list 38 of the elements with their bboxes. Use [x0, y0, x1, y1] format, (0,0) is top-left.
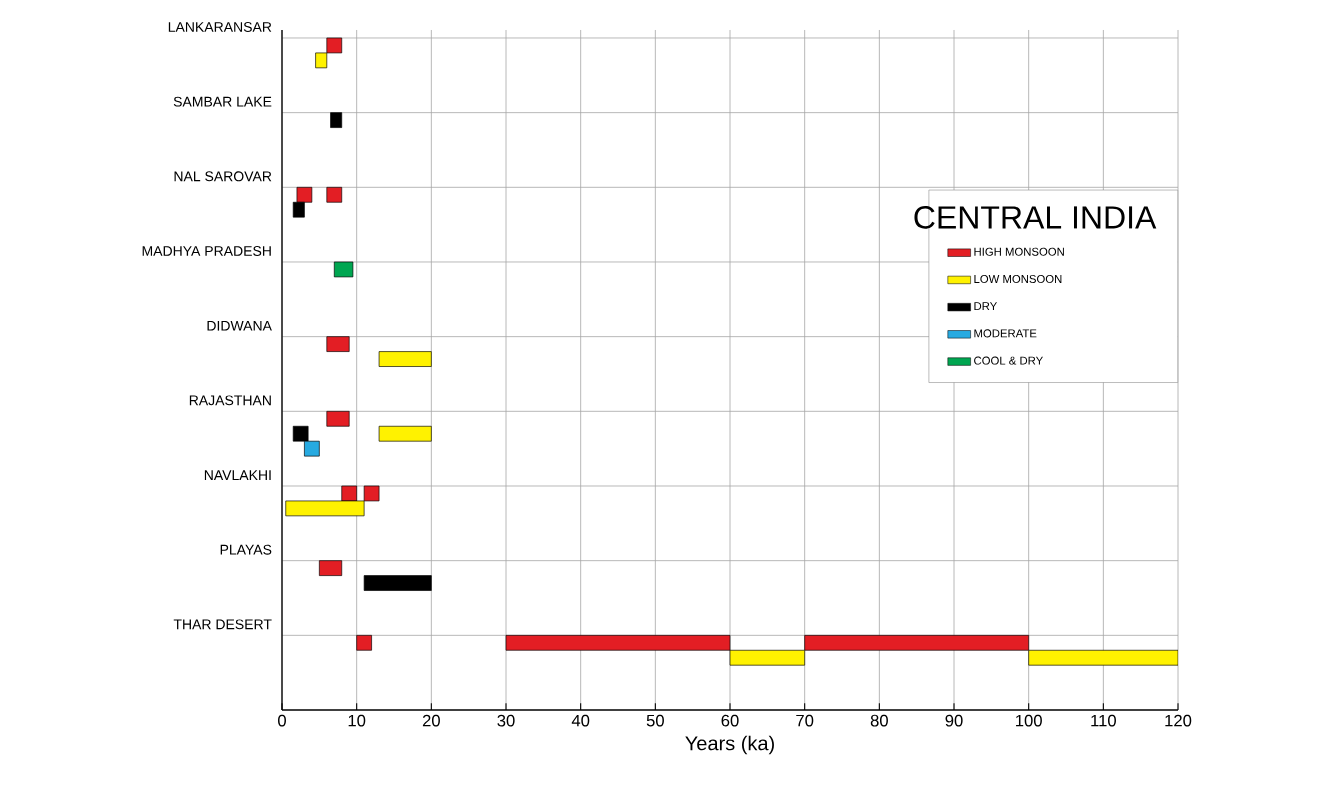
- x-axis-title: Years (ka): [685, 735, 774, 755]
- y-tick-label: NAVLAKHI: [204, 470, 271, 480]
- bar: [333, 261, 354, 278]
- y-tick-label: MADHYA PRADESH: [142, 246, 271, 256]
- y-tick-label: RAJASTHAN: [189, 395, 271, 406]
- x-tick-label: 20: [422, 714, 440, 727]
- bar: [378, 351, 432, 367]
- legend-label: DRY: [974, 302, 997, 311]
- bar: [326, 186, 343, 203]
- bar: [363, 575, 432, 591]
- bar: [356, 634, 372, 651]
- x-tick-label: 10: [348, 714, 366, 727]
- x-tick-label: 80: [870, 714, 888, 727]
- x-tick-label: 60: [721, 714, 739, 727]
- y-tick-label: DIDWANA: [207, 320, 272, 331]
- x-tick-label: 70: [796, 714, 814, 727]
- legend-label: LOW MONSOON: [974, 274, 1062, 283]
- bar: [326, 410, 350, 427]
- y-tick-label: PLAYAS: [220, 544, 272, 555]
- y-tick-label: SAMBAR LAKE: [173, 96, 272, 107]
- legend-label: MODERATE: [974, 329, 1037, 338]
- legend-label: HIGH MONSOON: [974, 247, 1064, 256]
- x-tick-label: 30: [497, 714, 515, 727]
- bar: [326, 336, 350, 352]
- x-tick-label: 90: [945, 714, 963, 727]
- x-tick-label: 40: [571, 714, 590, 727]
- bar: [378, 425, 432, 442]
- x-tick-label: 100: [1016, 714, 1042, 727]
- y-tick-label: NAL SAROVAR: [174, 171, 272, 182]
- legend-label: COOL & DRY: [974, 356, 1043, 365]
- y-tick-label: LANKARANSAR: [168, 22, 272, 32]
- x-tick-label: 0: [278, 714, 286, 727]
- x-tick-label: 50: [646, 714, 664, 727]
- x-tick-label: 120: [1165, 714, 1192, 727]
- legend-title: CENTRAL INDIA: [914, 206, 1157, 229]
- bar: [319, 560, 343, 576]
- x-tick-label: 110: [1091, 714, 1116, 727]
- y-tick-label: THAR DESERT: [173, 619, 272, 630]
